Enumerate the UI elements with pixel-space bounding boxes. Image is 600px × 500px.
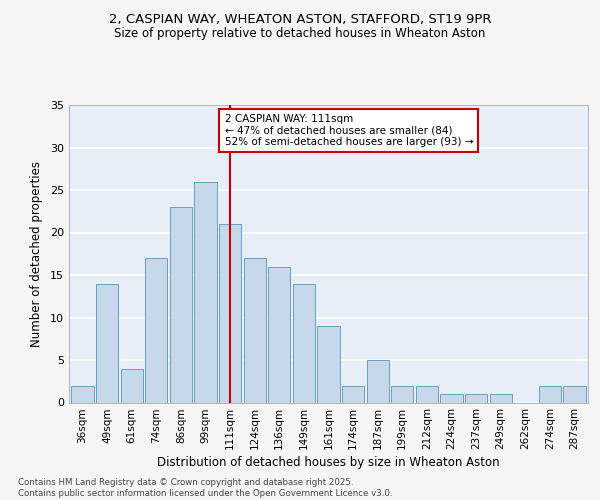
- Bar: [416, 386, 438, 402]
- Bar: [219, 224, 241, 402]
- Bar: [194, 182, 217, 402]
- Text: 2 CASPIAN WAY: 111sqm
← 47% of detached houses are smaller (84)
52% of semi-deta: 2 CASPIAN WAY: 111sqm ← 47% of detached …: [224, 114, 473, 147]
- X-axis label: Distribution of detached houses by size in Wheaton Aston: Distribution of detached houses by size …: [157, 456, 500, 469]
- Bar: [342, 386, 364, 402]
- Text: Size of property relative to detached houses in Wheaton Aston: Size of property relative to detached ho…: [115, 28, 485, 40]
- Bar: [391, 386, 413, 402]
- Y-axis label: Number of detached properties: Number of detached properties: [30, 161, 43, 347]
- Text: 2, CASPIAN WAY, WHEATON ASTON, STAFFORD, ST19 9PR: 2, CASPIAN WAY, WHEATON ASTON, STAFFORD,…: [109, 12, 491, 26]
- Bar: [121, 368, 143, 402]
- Bar: [145, 258, 167, 402]
- Bar: [490, 394, 512, 402]
- Bar: [440, 394, 463, 402]
- Bar: [367, 360, 389, 403]
- Bar: [465, 394, 487, 402]
- Bar: [563, 386, 586, 402]
- Bar: [293, 284, 315, 403]
- Bar: [96, 284, 118, 403]
- Bar: [170, 207, 192, 402]
- Bar: [244, 258, 266, 402]
- Text: Contains HM Land Registry data © Crown copyright and database right 2025.
Contai: Contains HM Land Registry data © Crown c…: [18, 478, 392, 498]
- Bar: [317, 326, 340, 402]
- Bar: [71, 386, 94, 402]
- Bar: [539, 386, 561, 402]
- Bar: [268, 266, 290, 402]
